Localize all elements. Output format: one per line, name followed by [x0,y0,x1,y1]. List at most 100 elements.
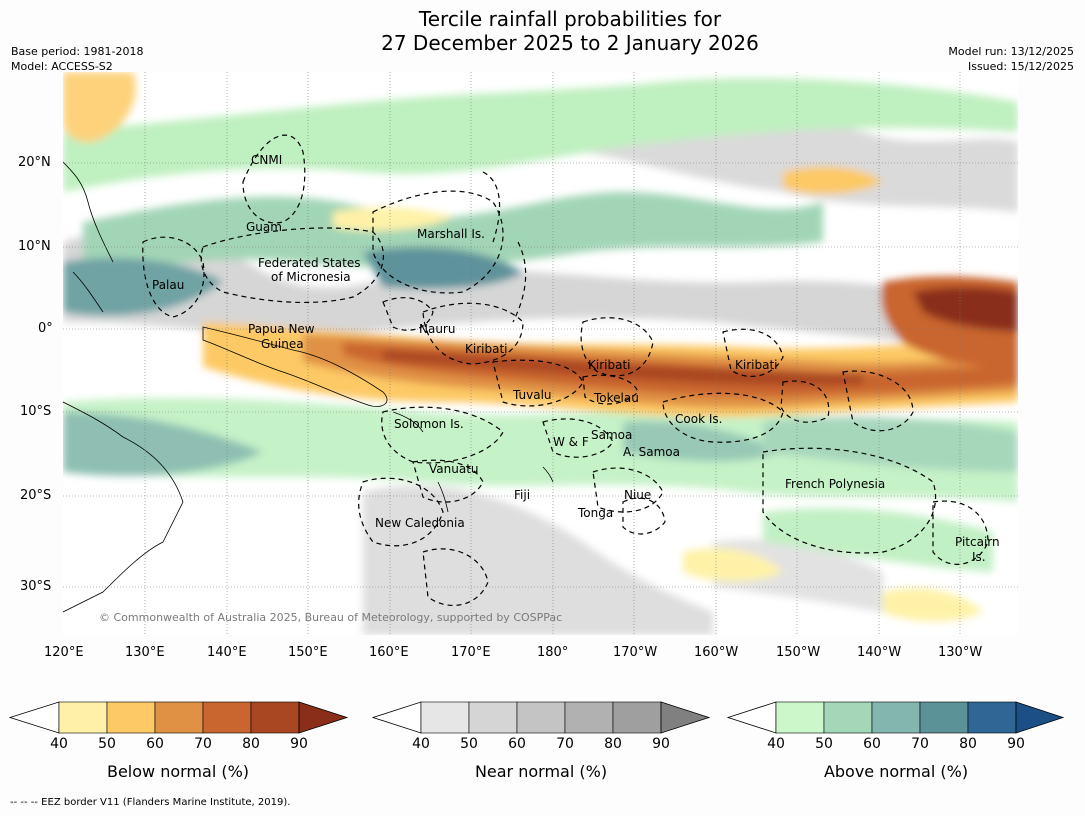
colorbar-label-below: Below normal (%) [106,762,250,781]
colorbar-near-min-extend [371,701,422,734]
label-kiribati-west: Kiribati [465,342,507,356]
colorbar-below-segment [250,701,300,734]
lat-tick: 10°N [18,239,51,254]
colorbar-above-tick: 50 [815,736,833,752]
lon-tick: 140°W [857,645,902,660]
issued-date: Issued: 15/12/2025 [967,60,1074,73]
colorbar-above-tick: 60 [863,736,881,752]
colorbar-above-segment [823,701,873,734]
colorbar-below-tick: 50 [98,736,116,752]
label-fiji: Fiji [514,488,530,502]
colorbar-above-segment [775,701,825,734]
landmasses [63,161,554,613]
colorbar-above-tick: 70 [911,736,929,752]
colorbar-below-segment [58,701,108,734]
lon-tick: 160°E [369,645,409,660]
colorbar-below-segment [154,701,204,734]
colorbar-near-tick: 40 [412,736,430,752]
colorbar-below-tick: 80 [242,736,260,752]
lat-tick: 10°S [20,404,52,419]
label-fsm-1: Federated States [258,256,360,270]
lon-tick: 150°E [288,645,328,660]
colorbar-below-tick: 40 [50,736,68,752]
colorbar-above-tick: 80 [959,736,977,752]
lon-tick: 180° [537,645,569,660]
graticule [63,72,1018,635]
title-line-1: Tercile rainfall probabilities for [418,7,722,31]
lon-tick: 130°W [938,645,983,660]
colorbar-below-max-extend [298,701,349,734]
label-wallis-futuna: W & F [553,435,589,449]
colorbar-above-segment [919,701,969,734]
title-line-2: 27 December 2025 to 2 January 2026 [381,31,759,55]
colorbar-label-near: Near normal (%) [474,762,608,781]
lat-tick: 20°S [20,488,52,503]
probability-shading [63,72,1018,635]
lon-tick: 120°E [44,645,84,660]
label-tokelau: Tokelau [593,391,639,405]
lon-tick: 170°E [451,645,491,660]
label-kiribati-east: Kiribati [735,358,777,372]
colorbar-above-min-extend [726,701,777,734]
label-new-caledonia: New Caledonia [375,516,465,530]
colorbar-below-tick: 70 [194,736,212,752]
colorbar-near-segment [420,701,470,734]
label-solomon: Solomon Is. [394,417,464,431]
colorbar-above-tick: 40 [767,736,785,752]
label-guam: Guam [246,220,282,234]
eez-borders [142,134,989,606]
label-kiribati-central: Kiribati [588,358,630,372]
lon-tick: 140°E [207,645,247,660]
lon-tick: 170°W [613,645,658,660]
label-tonga: Tonga [577,506,613,520]
colorbar-above-segment [967,701,1017,734]
colorbar-above-max-extend [1015,701,1065,734]
colorbar-below-tick: 60 [146,736,164,752]
label-american-samoa: A. Samoa [623,445,680,459]
colorbar-near-segment [516,701,566,734]
eez-footnote: -- -- -- EEZ border V11 (Flanders Marine… [10,797,291,808]
label-cnmi: CNMI [251,153,282,167]
colorbar-below-min-extend [8,701,60,734]
label-png-1: Papua New [248,322,315,336]
label-french-polynesia: French Polynesia [785,477,885,491]
label-palau: Palau [152,278,184,292]
colorbar-above-tick: 90 [1007,736,1025,752]
colorbar-near-max-extend [660,701,711,734]
colorbar-near-tick: 60 [508,736,526,752]
colorbars [8,701,1065,734]
colorbar-near-segment [612,701,662,734]
lon-tick: 160°W [694,645,739,660]
colorbar-near-segment [564,701,614,734]
lon-tick: 150°W [776,645,821,660]
base-period: Base period: 1981-2018 [11,45,144,58]
label-tuvalu: Tuvalu [512,388,552,402]
model-name: Model: ACCESS-S2 [11,60,113,73]
label-niue: Niue [624,488,651,502]
label-marshall: Marshall Is. [417,227,485,241]
colorbar-below-segment [106,701,156,734]
colorbar-near-tick: 50 [460,736,478,752]
colorbar-near-tick: 70 [556,736,574,752]
colorbar-above-segment [871,701,921,734]
label-nauru: Nauru [419,322,455,336]
colorbar-label-above: Above normal (%) [823,762,969,781]
label-png-2: Guinea [261,337,304,351]
colorbar-near-segment [468,701,518,734]
label-pitcairn-1: Pitcairn [955,535,1000,549]
label-cook-islands: Cook Is. [675,412,722,426]
colorbar-below-tick: 90 [290,736,308,752]
place-labels: CNMI Guam Marshall Is. Federated States … [99,153,1000,624]
lat-tick: 20°N [18,155,51,170]
label-fsm-2: of Micronesia [271,270,351,284]
copyright-text: © Commonwealth of Australia 2025, Bureau… [99,611,562,624]
model-run: Model run: 13/12/2025 [948,45,1074,58]
lat-tick: 30°S [20,579,52,594]
colorbar-near-tick: 90 [652,736,670,752]
rainfall-probability-map: CNMI Guam Marshall Is. Federated States … [63,72,1018,635]
label-vanuatu: Vanuatu [429,462,479,476]
colorbar-below-segment [202,701,252,734]
lon-tick: 130°E [125,645,165,660]
colorbar-near-tick: 80 [604,736,622,752]
lat-tick: 0° [38,321,53,336]
